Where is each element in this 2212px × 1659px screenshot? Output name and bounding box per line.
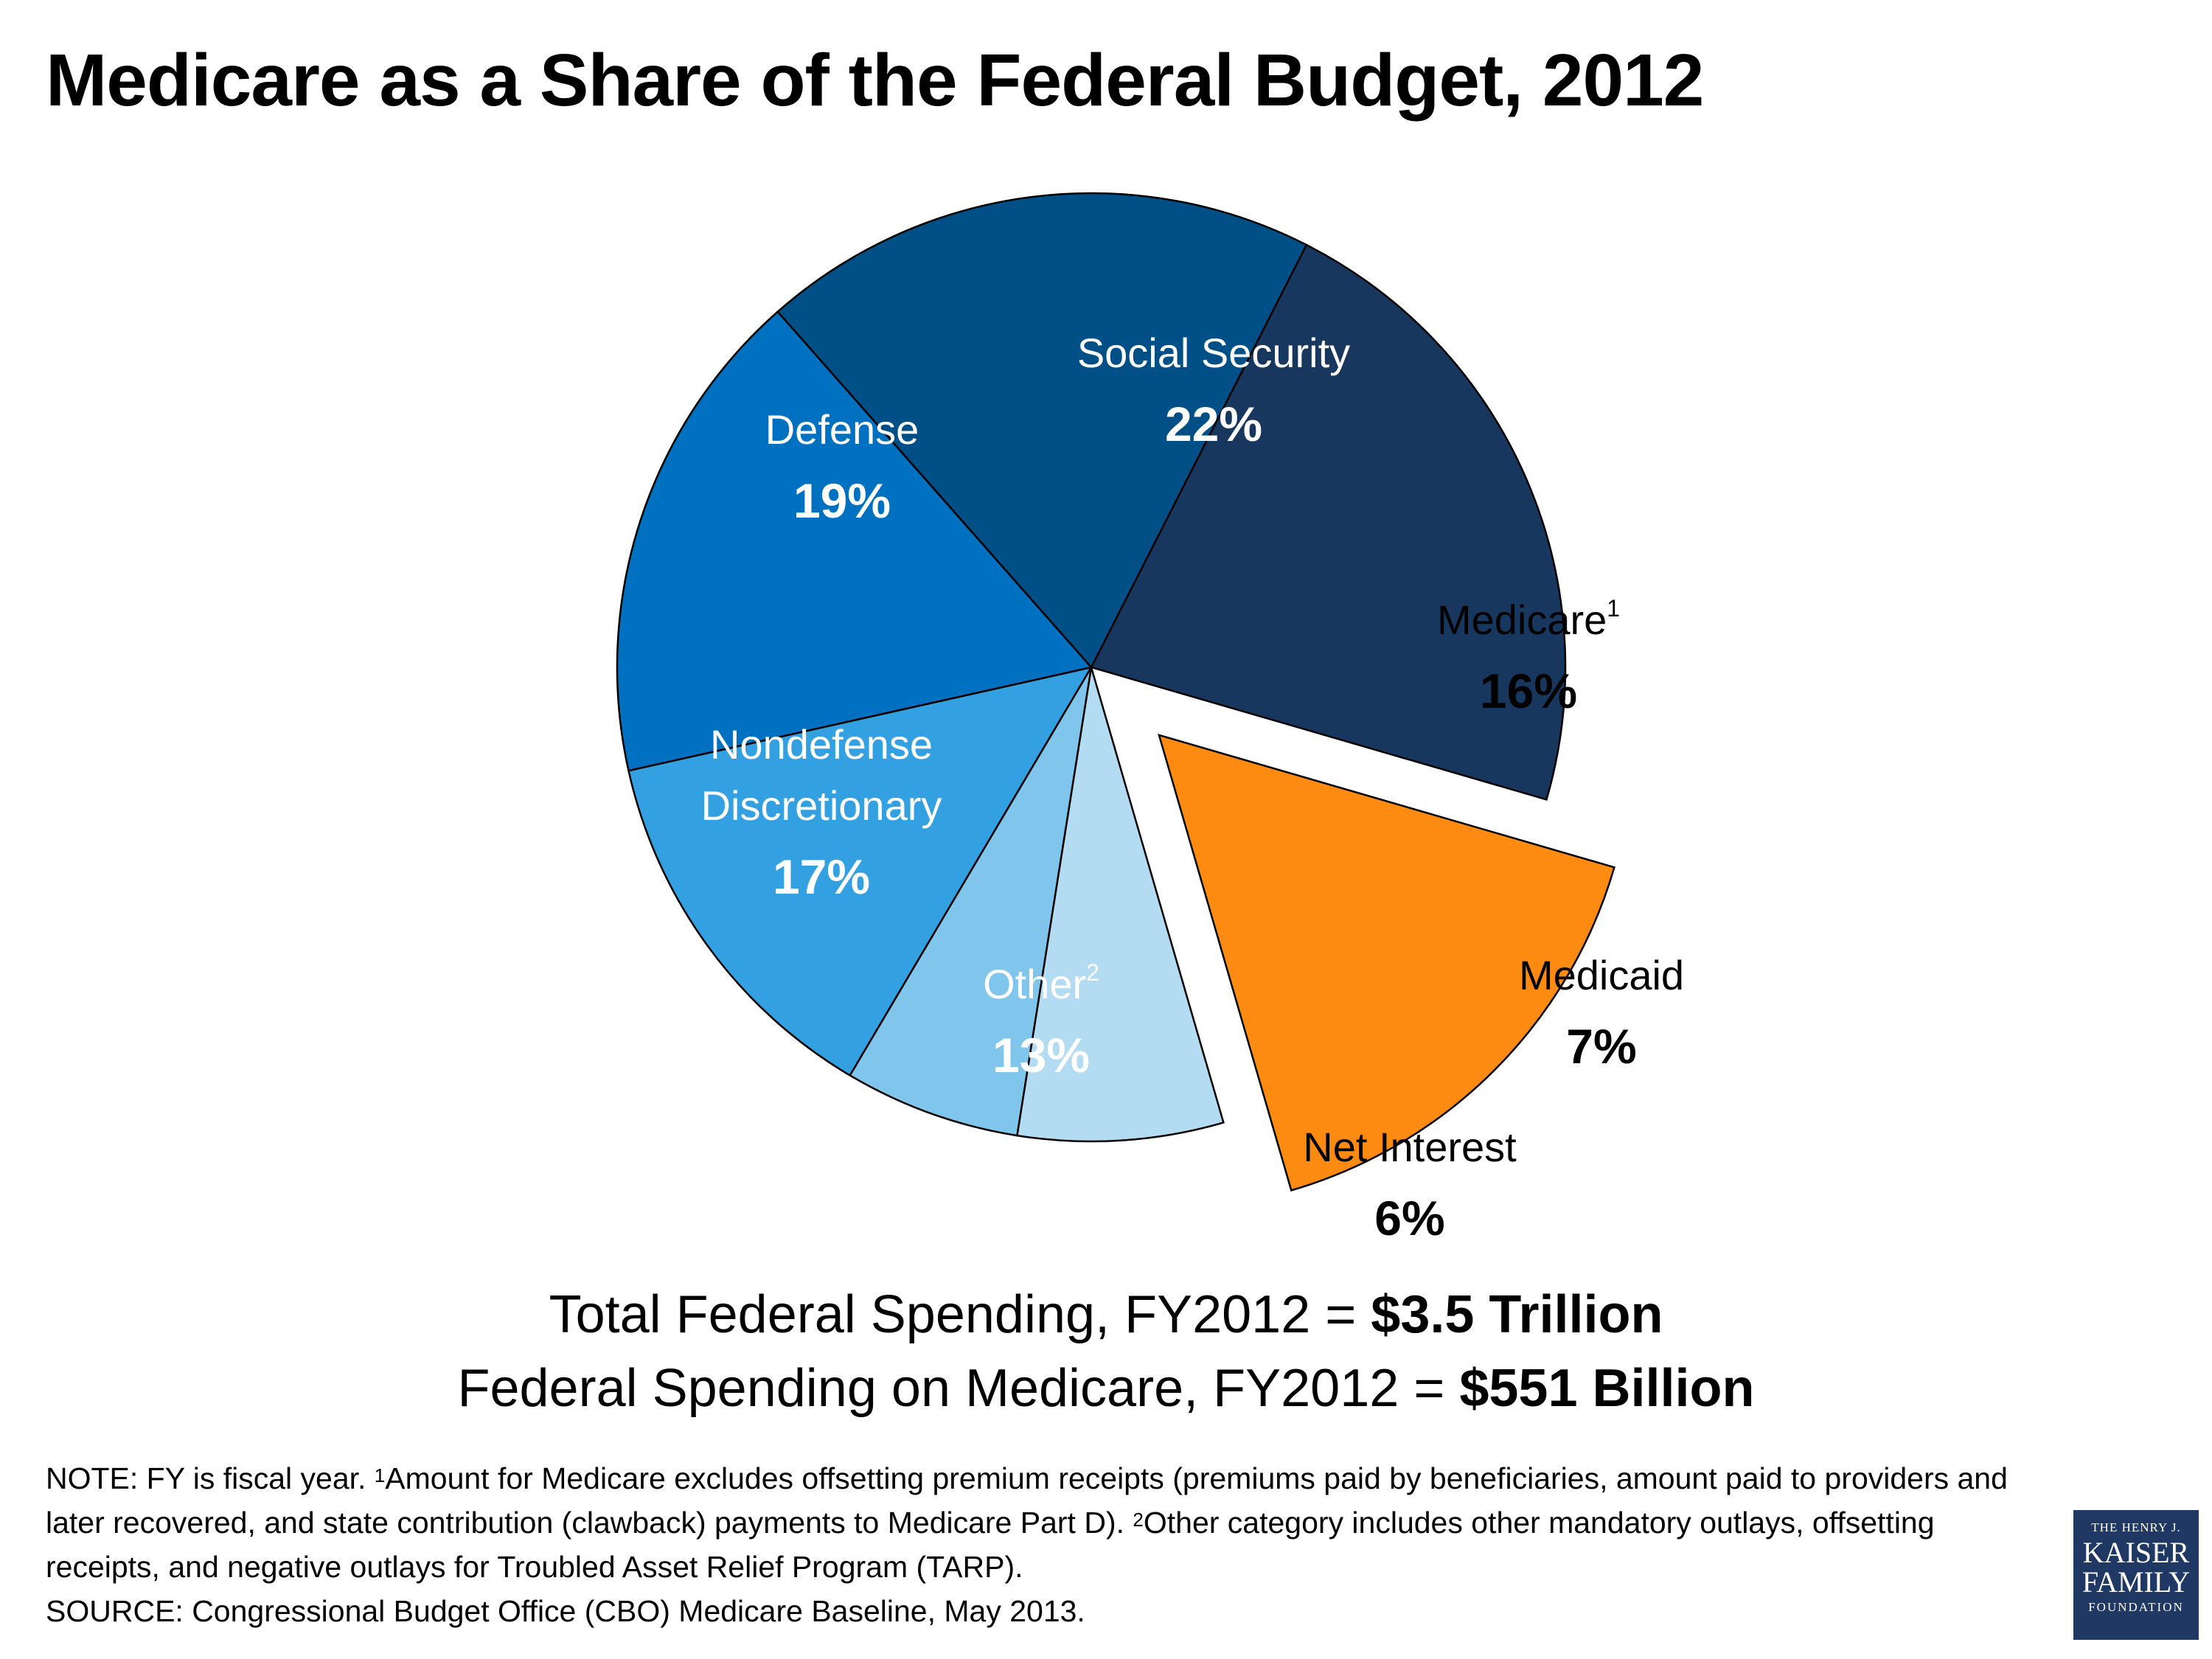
slice-percent: 13%	[992, 1028, 1090, 1082]
pie-slice-other	[627, 666, 1093, 1077]
slice-percent: 22%	[1165, 397, 1262, 451]
slice-name: Nondefense	[710, 721, 933, 768]
footnotes: NOTE: FY is fiscal year. 1Amount for Med…	[46, 1456, 2037, 1633]
slice-label-other: Other2 13%	[983, 959, 1099, 1082]
kff-logo: THE HENRY J. KAISER FAMILY FOUNDATION	[2073, 1510, 2199, 1640]
slice-percent: 17%	[773, 849, 870, 904]
medicare-spending-prefix: Federal Spending on Medicare, FY2012 =	[457, 1359, 1460, 1418]
slice-label-medicaid: Medicaid 7%	[1519, 952, 1684, 1074]
note-intro: NOTE: FY is fiscal year.	[46, 1461, 375, 1495]
logo-line-2: KAISER	[2082, 1536, 2190, 1569]
pie-chart: Social Security 22% Medicare1 16% Medicaid 7%…	[616, 192, 1684, 1245]
logo-line-4: FOUNDATION	[2088, 1600, 2184, 1614]
slice-name: Discretionary	[701, 782, 942, 829]
note-text: NOTE: FY is fiscal year. 1Amount for Med…	[46, 1456, 2037, 1589]
slice-percent: 7%	[1566, 1019, 1636, 1074]
medicare-spending-line: Federal Spending on Medicare, FY2012 = $…	[0, 1358, 2212, 1419]
pie-slice-net-interest	[848, 667, 1093, 1137]
total-spending-line: Total Federal Spending, FY2012 = $3.5 Tr…	[0, 1284, 2212, 1345]
slice-name: Defense	[765, 406, 919, 453]
note2-text: Other category includes other mandatory …	[46, 1506, 1935, 1584]
total-spending-prefix: Total Federal Spending, FY2012 =	[549, 1285, 1371, 1344]
source-text: SOURCE: Congressional Budget Office (CBO…	[46, 1594, 1085, 1628]
slice-percent: 19%	[793, 473, 891, 528]
slice-name: Medicaid	[1519, 952, 1684, 998]
slice-percent: 16%	[1480, 664, 1577, 718]
total-spending-value: $3.5 Trillion	[1371, 1285, 1663, 1344]
slice-label-nondefense-discretionary: Nondefense Discretionary 17%	[701, 721, 942, 904]
page-title: Medicare as a Share of the Federal Budge…	[46, 39, 1704, 122]
slice-percent: 6%	[1374, 1191, 1444, 1245]
slice-label-medicare: Medicare1 16%	[1437, 595, 1620, 718]
slice-name: Social Security	[1077, 330, 1350, 376]
medicare-spending-value: $551 Billion	[1459, 1359, 1755, 1418]
pie-slice-social-security	[1090, 243, 1567, 801]
slice-label-social-security: Social Security 22%	[1077, 330, 1350, 451]
slice-label-net-interest: Net Interest 6%	[1303, 1124, 1517, 1245]
slice-footnote-marker: 1	[1607, 595, 1620, 622]
pie-slice-medicaid	[1015, 667, 1225, 1143]
logo-line-1: THE HENRY J.	[2091, 1520, 2181, 1534]
slice-footnote-marker: 2	[1086, 959, 1099, 986]
slice-name: Other	[983, 961, 1086, 1007]
pie-slice-nondefense-discretionary	[616, 310, 1093, 772]
note1-marker: 1	[374, 1464, 386, 1486]
slice-label-defense: Defense 19%	[765, 406, 919, 528]
slice-name: Medicare	[1437, 597, 1607, 643]
logo-line-3: FAMILY	[2081, 1565, 2191, 1599]
pie-slice-medicare	[1158, 734, 1615, 1192]
slice-name: Net Interest	[1303, 1124, 1517, 1170]
pie-slice-defense	[776, 192, 1308, 669]
note2-marker: 2	[1133, 1509, 1144, 1531]
note1-text: Amount for Medicare excludes offsetting …	[46, 1461, 2008, 1540]
